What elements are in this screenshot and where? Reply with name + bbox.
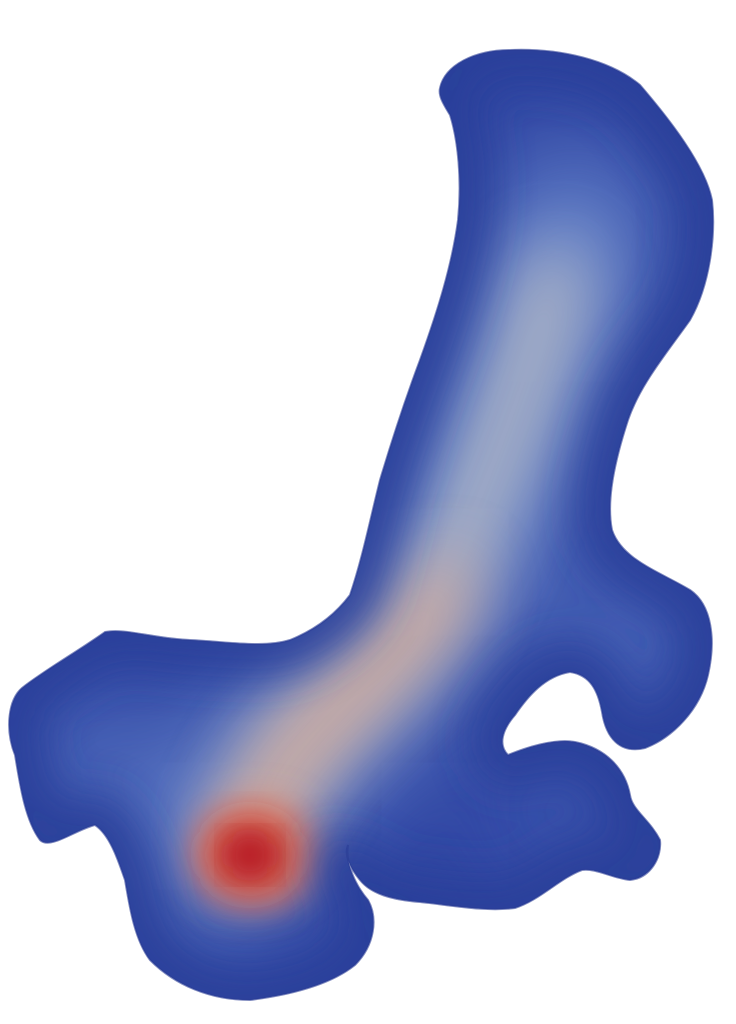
- render-viewport[interactable]: [0, 0, 736, 1024]
- surface-shading: [9, 49, 714, 1001]
- mesh-render: [8, 48, 715, 1002]
